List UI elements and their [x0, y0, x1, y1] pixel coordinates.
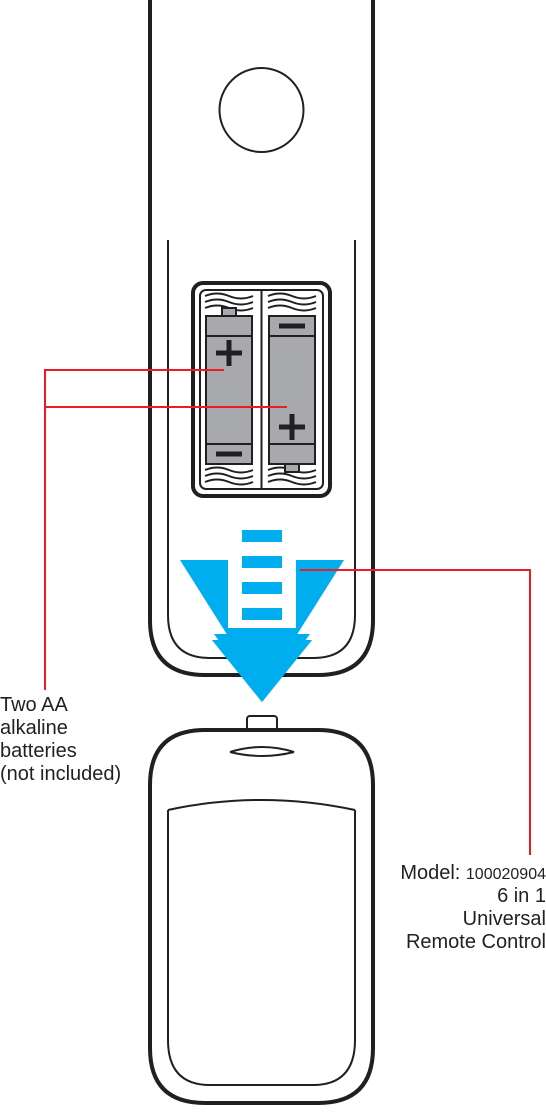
model-label: Model: 100020904 6 in 1 Universal Remote…: [346, 862, 546, 954]
model-number: 100020904: [466, 866, 546, 883]
model-l3: Universal: [463, 908, 546, 930]
remote-battery-diagram: Two AA alkaline batteries (not included)…: [0, 0, 546, 1117]
model-prefix: Model:: [400, 862, 466, 884]
battery-left: [206, 308, 252, 464]
battery-label-l4: (not included): [0, 763, 121, 785]
battery-right: [269, 316, 315, 472]
model-l2: 6 in 1: [497, 885, 546, 907]
battery-compartment: [193, 283, 330, 496]
battery-cover: [150, 716, 373, 1103]
battery-label-l3: batteries: [0, 740, 77, 762]
model-l4: Remote Control: [406, 931, 546, 953]
battery-label-l2: alkaline: [0, 717, 68, 739]
battery-label: Two AA alkaline batteries (not included): [0, 694, 160, 786]
battery-label-l1: Two AA: [0, 694, 68, 716]
